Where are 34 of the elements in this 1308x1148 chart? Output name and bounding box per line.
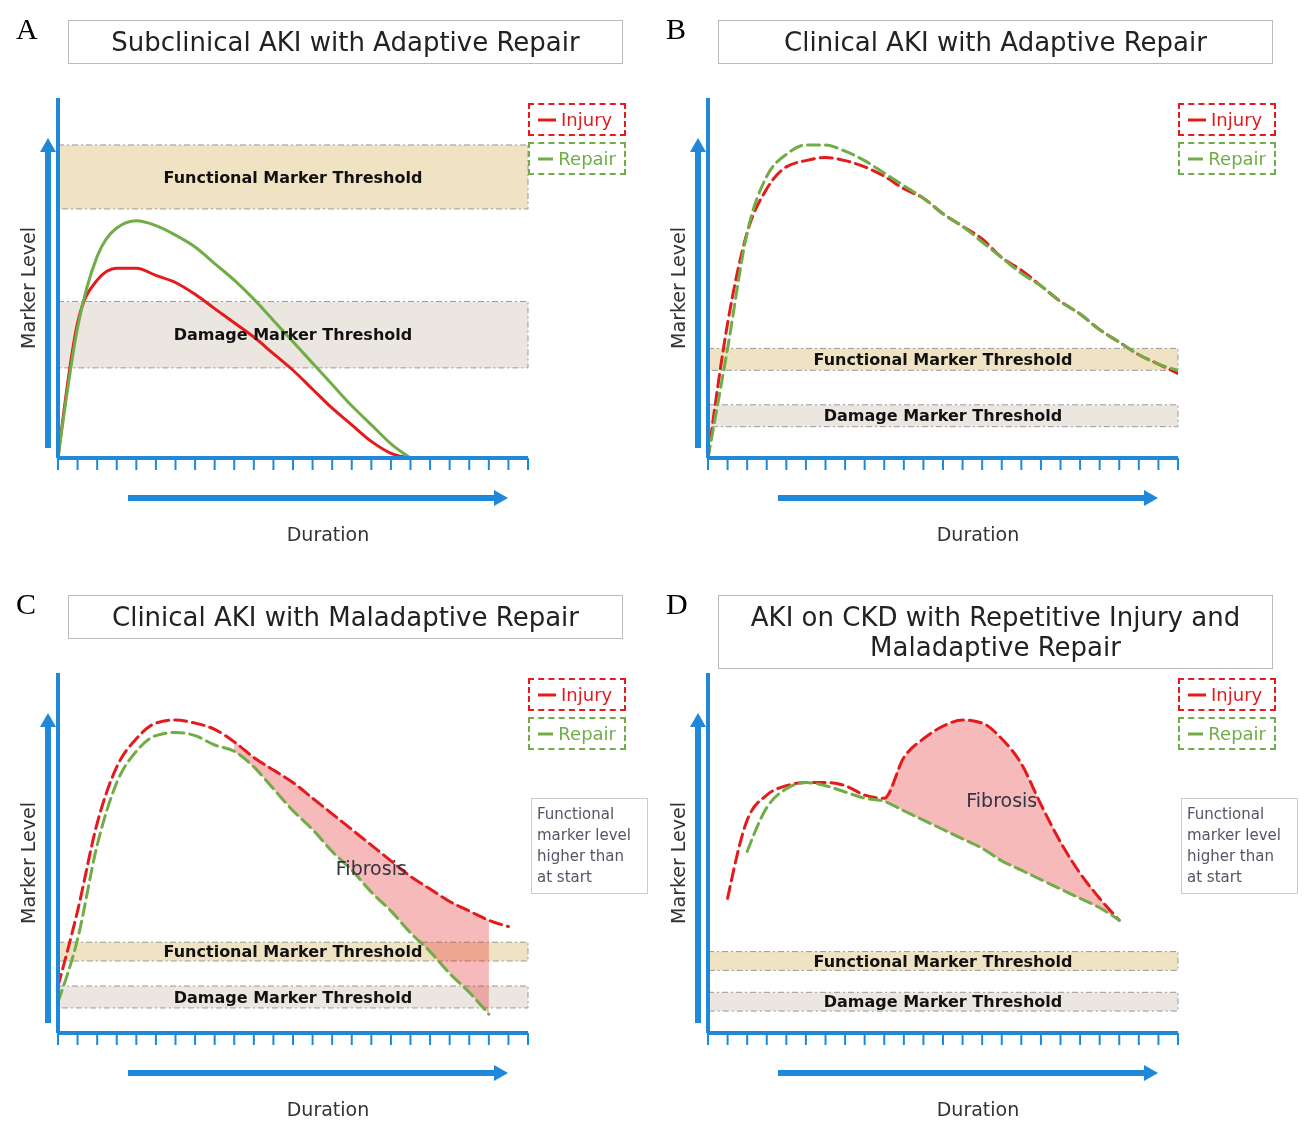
x-axis-title: Duration (285, 523, 371, 545)
y-axis-title: Marker Level (17, 802, 39, 924)
band-label: Damage Marker Threshold (173, 987, 413, 1007)
legend-label: Repair (558, 148, 616, 169)
legend-label: Repair (558, 723, 616, 744)
band-label: Functional Marker Threshold (163, 942, 423, 962)
text: C (16, 587, 37, 621)
annotation: Fibrosis (966, 788, 1038, 811)
chart-title: Clinical AKI with Adaptive Repair (718, 20, 1273, 64)
text: B (666, 12, 687, 46)
band-label: Functional Marker Threshold (163, 167, 423, 187)
band-label: Functional Marker Threshold (813, 350, 1073, 370)
text: Functional marker level higher than at start (1181, 798, 1298, 894)
legend-label: Injury (1211, 109, 1263, 130)
x-axis-title: Duration (285, 1098, 371, 1120)
x-axis-title: Duration (935, 523, 1021, 545)
band-label: Damage Marker Threshold (823, 992, 1063, 1012)
y-axis-title: Marker Level (667, 227, 689, 349)
text: D (666, 587, 688, 621)
chart-title: Clinical AKI with Maladaptive Repair (68, 595, 623, 639)
chart-title: AKI on CKD with Repetitive Injury and Maladaptive Repair (718, 595, 1273, 669)
text: A (16, 12, 38, 46)
band-label: Functional Marker Threshold (813, 951, 1073, 971)
y-axis-title: Marker Level (667, 802, 689, 924)
band-label: Damage Marker Threshold (823, 406, 1063, 426)
legend-label: Injury (561, 684, 613, 705)
y-axis-title: Marker Level (17, 227, 39, 349)
legend-label: Injury (1211, 684, 1263, 705)
x-axis-title: Duration (935, 1098, 1021, 1120)
chart-title: Subclinical AKI with Adaptive Repair (68, 20, 623, 64)
legend-label: Repair (1208, 723, 1266, 744)
legend-label: Injury (561, 109, 613, 130)
legend-label: Repair (1208, 148, 1266, 169)
text: Functional marker level higher than at start (531, 798, 648, 894)
